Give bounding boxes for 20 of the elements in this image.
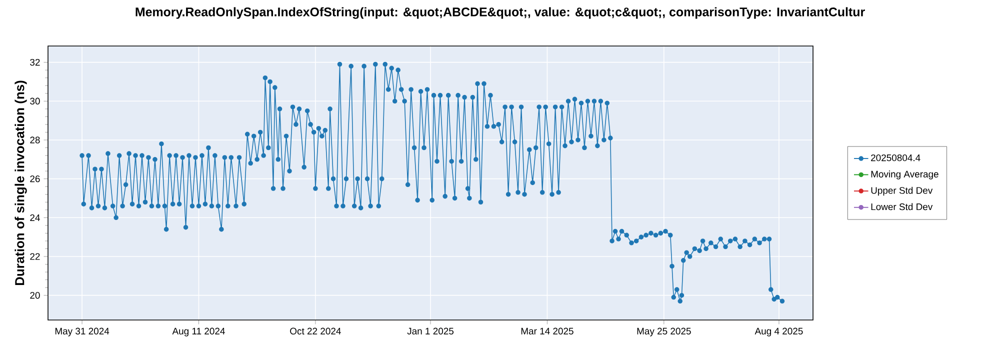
y-tick-label: 24 xyxy=(30,214,40,221)
y-axis-title: Duration of single invocation (ns) xyxy=(14,80,27,286)
y-tick-label: 32 xyxy=(30,58,40,66)
x-tick-label: May 25 2025 xyxy=(637,328,691,336)
x-tick-label: Oct 22 2024 xyxy=(290,328,341,334)
y-tick-label: 26 xyxy=(30,175,40,182)
legend-label: Moving Average xyxy=(871,170,938,180)
legend-label: 20250804.4 xyxy=(871,154,920,162)
y-tick-label: 22 xyxy=(30,253,40,260)
legend-label: Upper Std Dev xyxy=(871,186,933,196)
x-tick-label: May 31 2024 xyxy=(55,328,110,336)
x-tick-label: Aug 11 2024 xyxy=(172,328,225,336)
x-tick-label: Mar 14 2025 xyxy=(521,328,574,334)
legend-label: Lower Std Dev xyxy=(871,203,933,210)
chart-title: Memory.ReadOnlySpan.IndexOfString(input: &quot;ABCDE&quot;, value: &quot;c&quot;, comparisonType: InvariantCultur xyxy=(136,7,865,19)
y-tick-label: 28 xyxy=(30,136,40,144)
x-tick-label: Aug 4 2025 xyxy=(754,328,803,336)
x-tick-label: Jan 1 2025 xyxy=(407,328,454,334)
y-tick-label: 20 xyxy=(30,292,40,299)
y-tick-label: 30 xyxy=(30,98,40,104)
